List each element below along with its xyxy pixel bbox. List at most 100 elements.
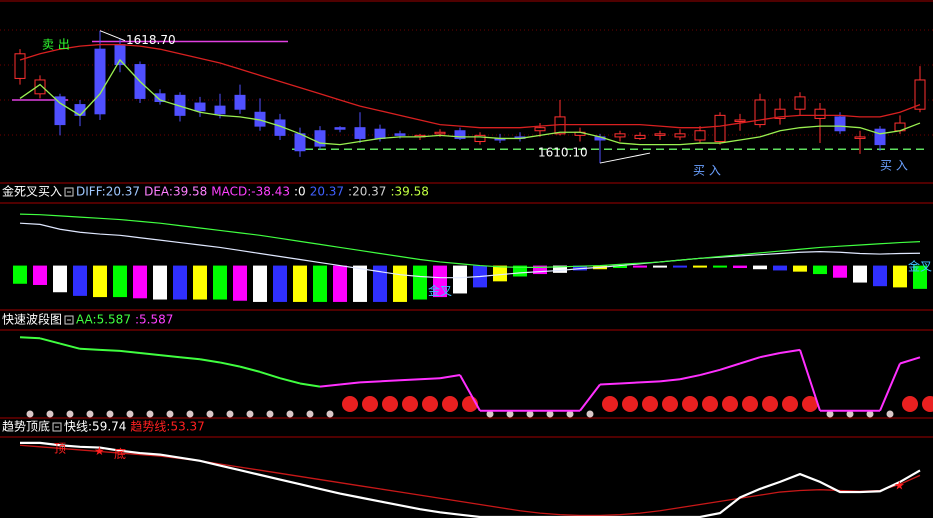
signal-label: 买 入	[693, 164, 721, 178]
candle-body	[214, 105, 226, 115]
candle-body	[874, 128, 886, 146]
wave-segment	[899, 356, 921, 365]
collapse-icon	[52, 422, 62, 432]
wave-segment	[79, 347, 101, 351]
candle-body	[754, 99, 766, 126]
macd-bar	[73, 265, 87, 296]
idle-dot	[86, 410, 94, 418]
panel-title: 快速波段图	[2, 312, 62, 327]
candle-body	[654, 133, 666, 136]
macd-bar	[293, 265, 307, 302]
signal-dot	[902, 396, 918, 412]
candle-body	[394, 133, 406, 136]
signal-dot	[762, 396, 778, 412]
candle-body	[34, 79, 46, 95]
idle-dot	[266, 410, 274, 418]
macd-bar	[333, 265, 347, 302]
cross-label: 金叉	[428, 283, 452, 298]
candle-body	[674, 133, 686, 138]
signal-dot	[642, 396, 658, 412]
wave-segment	[139, 352, 161, 357]
wave-segment	[299, 382, 321, 388]
wave-segment	[279, 377, 301, 385]
idle-dot	[186, 410, 194, 418]
signal-dot	[802, 396, 818, 412]
candle-body	[354, 127, 366, 139]
trend-line	[19, 444, 921, 517]
trend-marker: 顶	[54, 442, 66, 456]
macd-bar	[33, 265, 47, 285]
wave-segment	[239, 365, 261, 373]
wave-segment	[259, 370, 281, 380]
idle-dot	[586, 410, 594, 418]
candle-body	[14, 53, 26, 79]
idle-dot	[106, 410, 114, 418]
signal-dot	[422, 396, 438, 412]
macd-bar	[453, 265, 467, 294]
legend-entry: :0	[294, 185, 306, 199]
annotation-leader	[599, 152, 651, 164]
candle-body	[94, 48, 106, 115]
signal-dot	[782, 396, 798, 412]
idle-dot	[66, 410, 74, 418]
candle-body	[234, 94, 246, 110]
macd-bar	[533, 265, 547, 275]
idle-dot	[826, 410, 834, 418]
idle-dot	[246, 410, 254, 418]
wave-segment	[459, 374, 481, 412]
wave-segment	[199, 358, 221, 364]
macd-bar	[253, 265, 267, 302]
annotation-label: 1610.10	[538, 146, 588, 160]
macd-bar	[413, 265, 427, 300]
candle-body	[314, 130, 326, 147]
idle-dot	[166, 410, 174, 418]
collapse-icon	[64, 315, 74, 325]
candle-body	[334, 127, 346, 130]
idle-dot	[306, 410, 314, 418]
wave-segment	[179, 356, 201, 361]
wave-segment	[59, 342, 81, 350]
wave-segment	[599, 382, 621, 386]
moving-average	[19, 58, 921, 146]
wave-segment	[659, 378, 681, 383]
legend-entry: DEA:39.58	[144, 185, 207, 199]
idle-dot	[546, 410, 554, 418]
wave-segment	[799, 349, 821, 412]
idle-dot	[46, 410, 54, 418]
macd-bar	[393, 265, 407, 302]
macd-bar	[733, 265, 747, 269]
legend-entry: 快线:59.74	[64, 420, 126, 434]
idle-dot	[146, 410, 154, 418]
macd-bar	[273, 265, 287, 302]
idle-dot	[486, 410, 494, 418]
wave-segment	[359, 380, 381, 384]
panel-title: 金死叉买入	[2, 184, 62, 199]
indicator-line	[19, 213, 921, 269]
legend-entry: 20.37	[310, 185, 344, 199]
macd-bar	[213, 265, 227, 300]
wave-segment	[419, 377, 441, 381]
legend-entry: DIFF:20.37	[76, 185, 140, 199]
signal-label: 卖 出	[42, 38, 70, 52]
macd-bar	[93, 265, 107, 298]
macd-bar	[433, 265, 447, 298]
candle-body	[154, 93, 166, 103]
macd-bar	[793, 265, 807, 272]
moving-average	[19, 43, 921, 129]
macd-bar	[613, 265, 627, 269]
idle-dot	[26, 410, 34, 418]
macd-bar	[153, 265, 167, 300]
signal-dot	[342, 396, 358, 412]
macd-bar	[873, 265, 887, 287]
candle-body	[454, 130, 466, 139]
candle-body	[434, 131, 446, 135]
macd-bar	[13, 265, 27, 284]
trend-marker: ★	[94, 444, 105, 458]
candle-body	[194, 102, 206, 112]
macd-bar	[113, 265, 127, 298]
macd-bar	[553, 265, 567, 273]
signal-dot	[442, 396, 458, 412]
candle-body	[914, 79, 926, 110]
